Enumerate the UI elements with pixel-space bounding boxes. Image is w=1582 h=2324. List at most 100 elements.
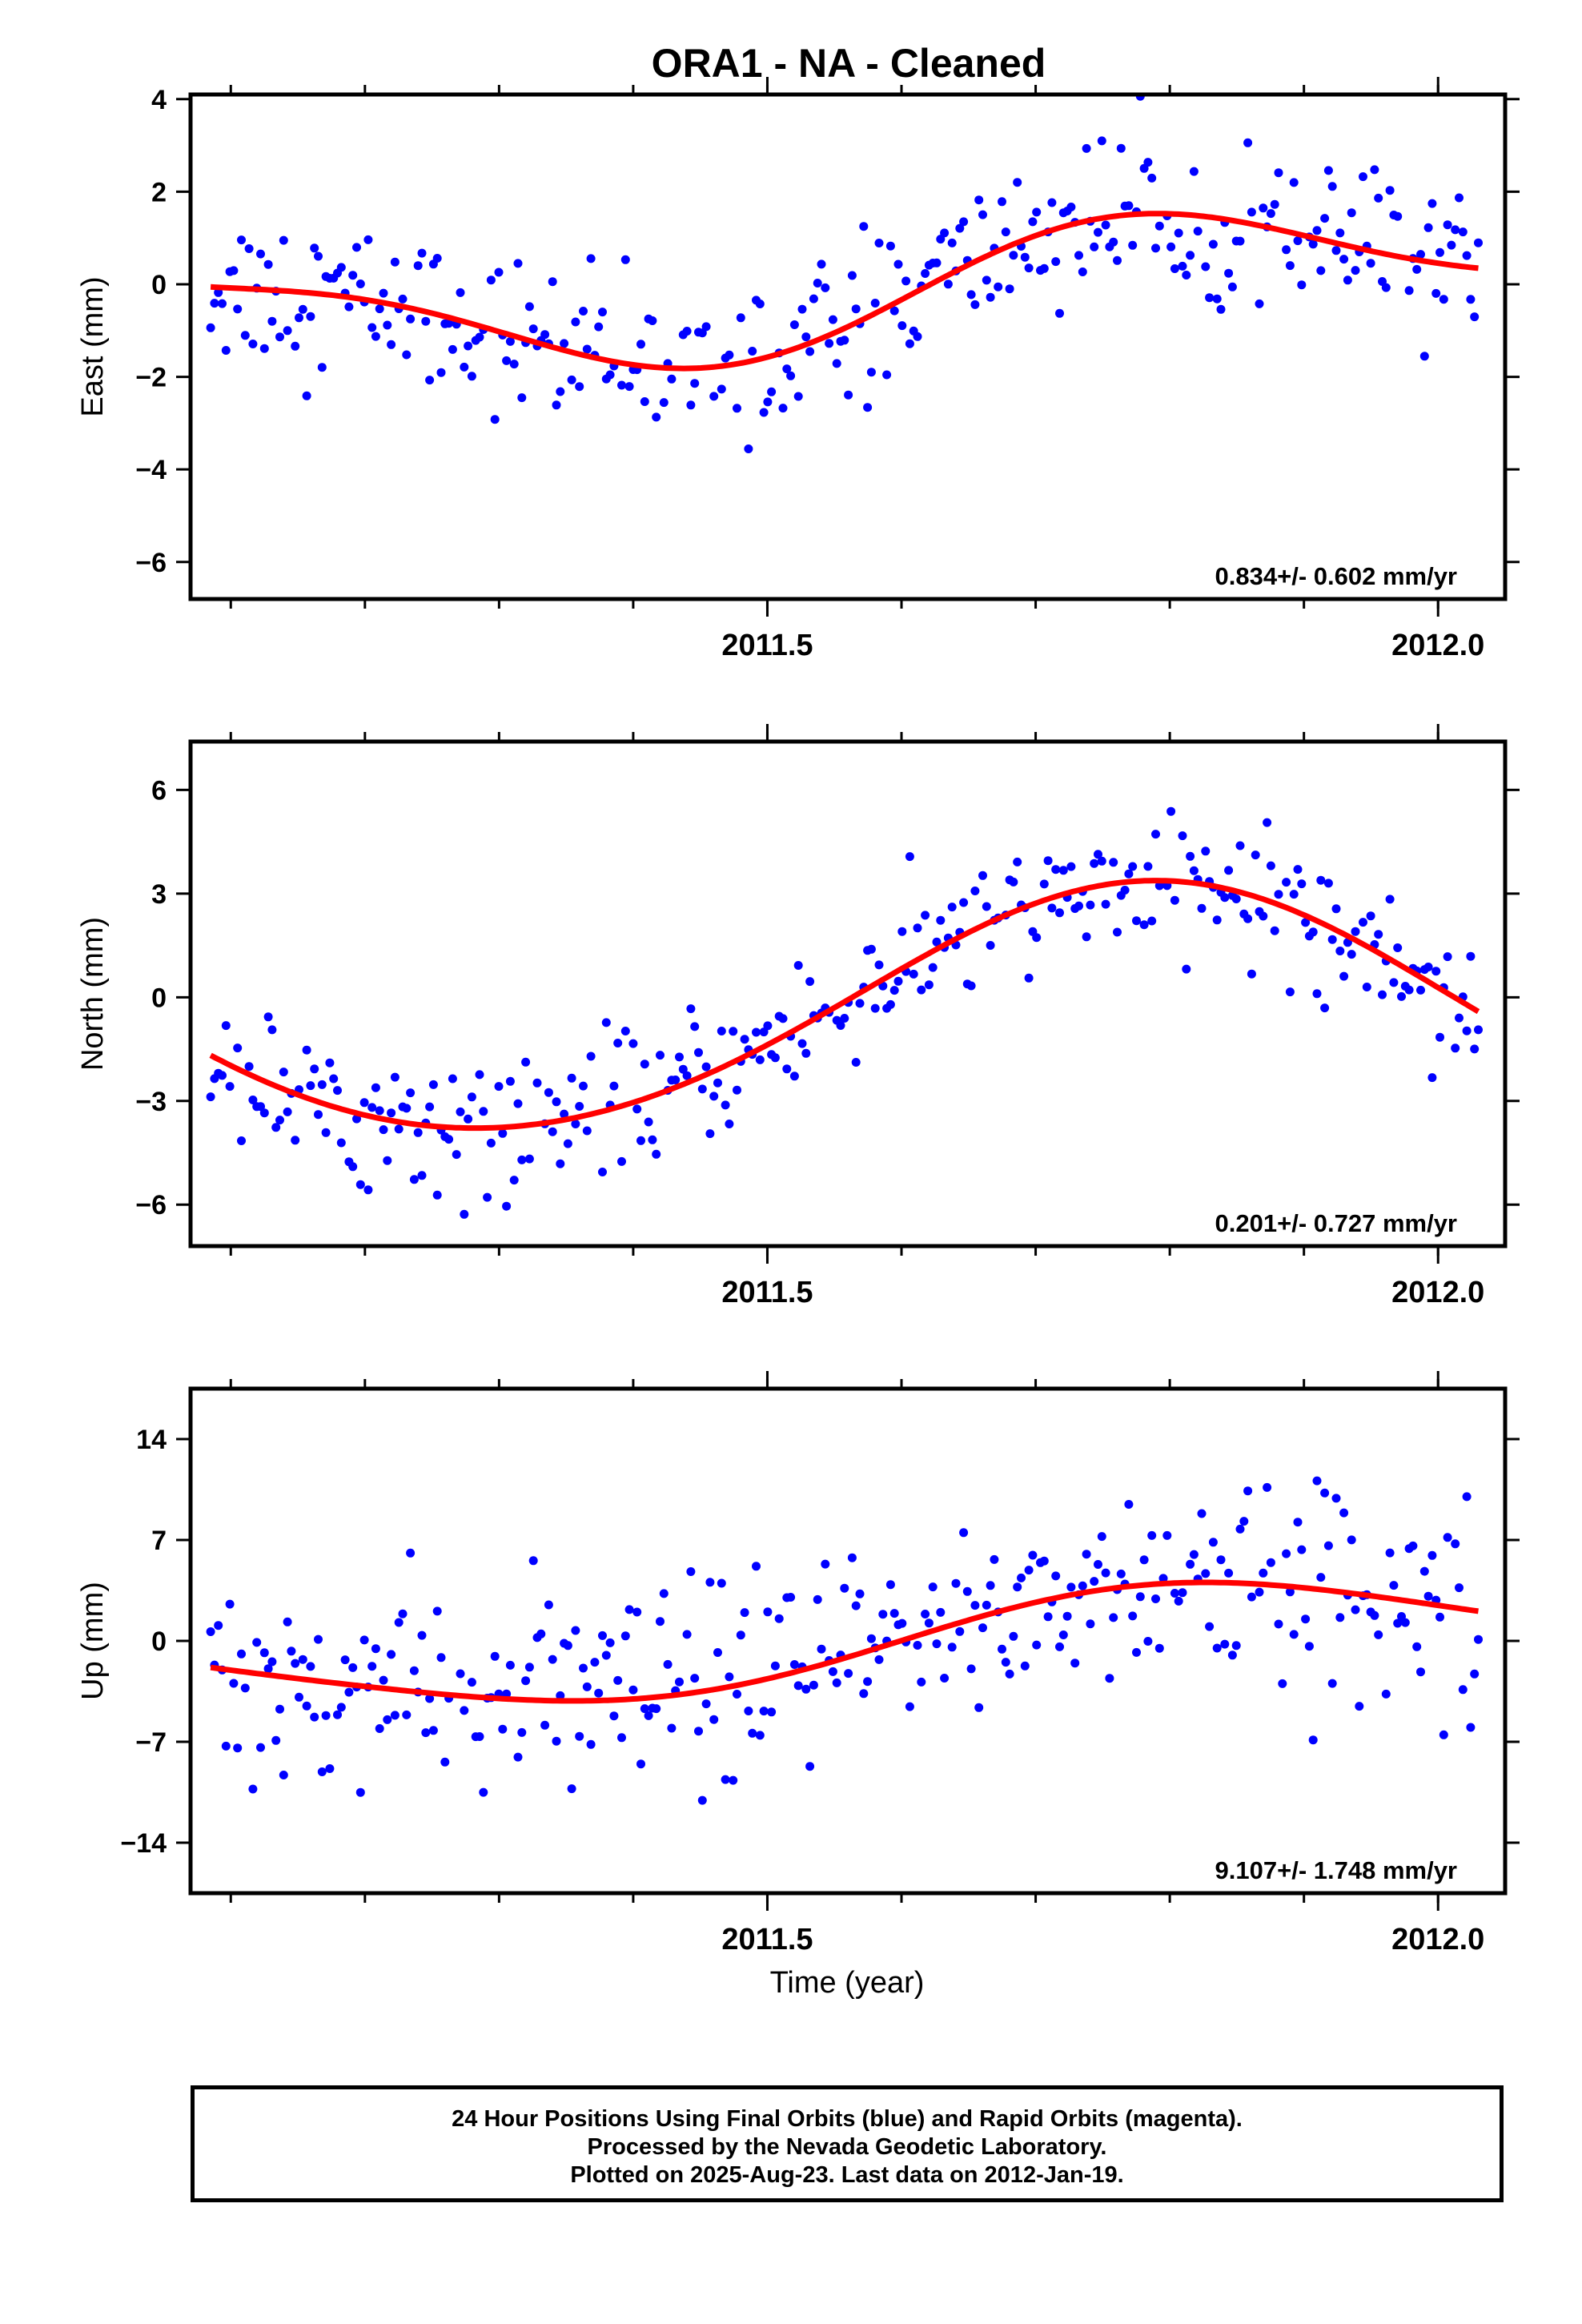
data-point [1451, 225, 1460, 235]
data-point [847, 271, 857, 280]
data-point [721, 1100, 730, 1110]
data-point [1116, 1569, 1126, 1578]
data-point [267, 1657, 277, 1667]
data-point [1320, 1003, 1330, 1013]
data-point [1055, 1642, 1064, 1651]
data-point [295, 313, 303, 323]
data-point [1174, 1596, 1183, 1606]
data-point [1047, 198, 1057, 207]
data-point [1055, 308, 1064, 318]
data-point [560, 339, 569, 348]
data-point [1351, 1605, 1360, 1614]
data-point [1289, 1630, 1299, 1639]
data-point [271, 1735, 281, 1745]
data-point [359, 1098, 369, 1108]
data-point [594, 322, 604, 332]
data-point [271, 1123, 281, 1132]
data-point [1370, 1610, 1379, 1620]
data-point [1455, 1583, 1464, 1593]
data-point [840, 336, 849, 345]
data-point [291, 1136, 300, 1145]
data-point [1024, 973, 1034, 983]
data-point [1393, 211, 1403, 221]
data-point [874, 1655, 884, 1664]
data-point [532, 1078, 542, 1088]
data-point [921, 1610, 930, 1618]
data-point [1293, 865, 1303, 875]
data-point [1224, 1568, 1234, 1578]
data-point [1312, 226, 1322, 235]
data-point [667, 374, 677, 384]
data-point [752, 1562, 761, 1571]
data-point [1285, 987, 1295, 997]
rate-annotation: 0.834+/- 0.602 mm/yr [1215, 562, 1457, 590]
data-point [1043, 856, 1053, 866]
data-point [793, 1681, 803, 1691]
data-point [218, 1071, 227, 1080]
data-point [778, 1014, 788, 1023]
data-point [283, 1617, 292, 1626]
data-point [567, 1784, 576, 1794]
data-point [882, 370, 892, 380]
data-point [306, 312, 315, 321]
plot-frame [188, 1386, 1508, 1896]
data-point [1385, 186, 1395, 195]
data-point [314, 1110, 323, 1120]
data-point [1094, 227, 1102, 237]
data-point [1435, 1612, 1444, 1622]
y-tick-label: 0 [151, 1626, 167, 1657]
data-point [552, 400, 561, 410]
data-point [1174, 228, 1183, 238]
data-point [310, 1064, 319, 1074]
data-point [1101, 1568, 1110, 1578]
data-point [1370, 165, 1379, 175]
data-point [556, 387, 565, 396]
data-point [598, 1168, 607, 1176]
data-point [336, 263, 346, 272]
data-point [1366, 259, 1375, 268]
data-point [1082, 932, 1091, 942]
data-point [402, 1104, 412, 1113]
data-point [974, 1703, 984, 1712]
data-point [367, 1103, 377, 1112]
data-point [544, 1088, 553, 1097]
data-point [1066, 1582, 1076, 1592]
data-point [540, 1720, 550, 1730]
data-point [1113, 255, 1122, 265]
data-point [571, 1120, 580, 1128]
data-point [436, 368, 446, 377]
data-point [1235, 236, 1245, 246]
data-point [1009, 251, 1018, 260]
data-point [1316, 266, 1326, 275]
data-point [1032, 1640, 1042, 1650]
data-point [759, 408, 769, 417]
data-point [494, 267, 504, 277]
data-point [1385, 1548, 1395, 1558]
data-point [717, 384, 726, 394]
data-point [556, 1159, 565, 1168]
data-point [1393, 1618, 1403, 1628]
data-point [375, 1106, 384, 1116]
data-point [421, 1728, 431, 1738]
data-point [928, 1582, 938, 1592]
data-point [990, 1554, 999, 1564]
data-point [1423, 1591, 1433, 1601]
data-point [955, 1626, 965, 1636]
data-point [605, 370, 615, 380]
data-point [959, 1528, 969, 1538]
x-tick-label: 2011.5 [721, 629, 813, 662]
data-point [994, 282, 1003, 292]
data-point [767, 387, 777, 396]
data-point [390, 1072, 400, 1082]
data-point [432, 1190, 442, 1200]
data-point [1404, 286, 1414, 296]
data-point [1231, 1641, 1241, 1651]
data-point [1186, 1559, 1195, 1569]
data-point [1132, 916, 1141, 926]
data-point [601, 1651, 611, 1660]
data-point [413, 1128, 423, 1137]
data-point [1113, 927, 1122, 937]
data-point [866, 368, 876, 377]
data-point [1058, 866, 1068, 875]
data-point [206, 1627, 215, 1636]
